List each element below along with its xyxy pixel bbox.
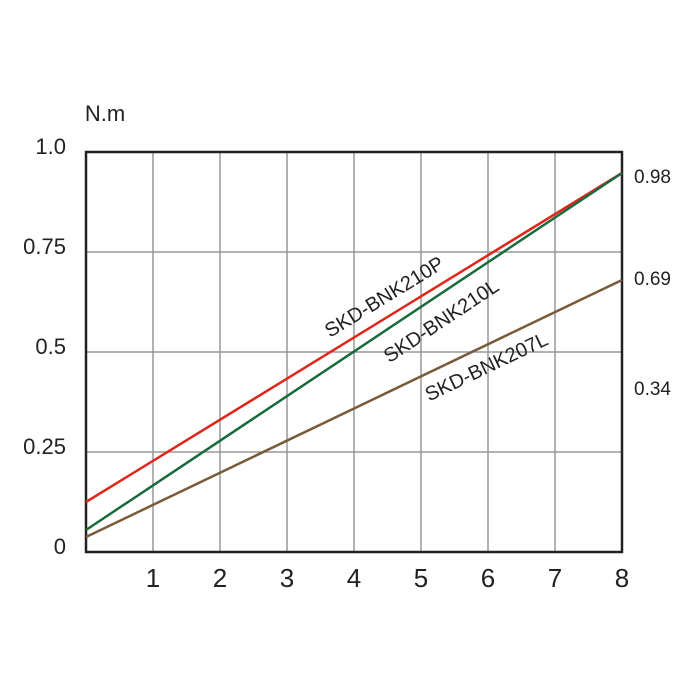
y-tick-label: 0.75 <box>23 234 66 259</box>
x-tick-label: 3 <box>280 563 294 593</box>
y-tick-label: 0.5 <box>35 334 66 359</box>
y-axis-label: N.m <box>85 101 125 126</box>
x-tick-label: 7 <box>548 563 562 593</box>
y-tick-label: 0 <box>54 534 66 559</box>
x-tick-label: 4 <box>347 563 361 593</box>
x-tick-label: 6 <box>481 563 495 593</box>
right-annotation: 0.98 <box>634 167 671 188</box>
y-tick-label: 1.0 <box>35 134 66 159</box>
right-annotation: 0.69 <box>634 269 671 290</box>
x-tick-label: 2 <box>213 563 227 593</box>
right-annotation: 0.34 <box>634 379 671 400</box>
y-tick-label: 0.25 <box>23 434 66 459</box>
x-tick-label: 5 <box>414 563 428 593</box>
series-line <box>85 171 623 532</box>
series-line <box>85 278 623 539</box>
plot-frame <box>84 150 624 554</box>
x-tick-label: 8 <box>615 563 629 593</box>
x-tick-label: 1 <box>146 563 160 593</box>
series-line <box>85 171 623 504</box>
